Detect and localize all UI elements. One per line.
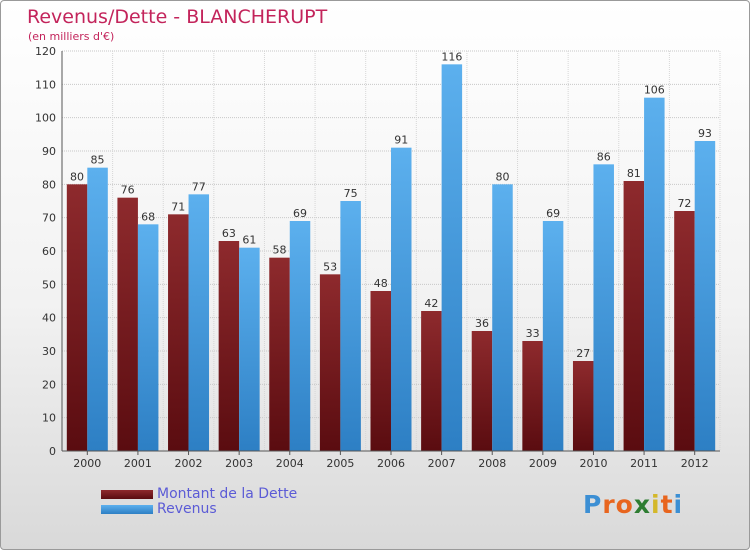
bar-revenue [289, 221, 311, 451]
y-tick-label: 110 [35, 78, 56, 91]
data-label-revenue: 85 [91, 154, 105, 167]
data-label-revenue: 68 [141, 210, 155, 223]
bar-revenue [391, 147, 412, 451]
data-label-debt: 36 [475, 317, 489, 330]
bar-debt [269, 257, 290, 451]
x-tick-label: 2007 [428, 457, 456, 470]
x-tick-label: 2008 [478, 457, 506, 470]
data-label-revenue: 69 [293, 207, 307, 220]
bar-revenue [137, 224, 159, 451]
x-tick-label: 2001 [124, 457, 152, 470]
data-label-revenue: 77 [192, 180, 206, 193]
y-tick-label: 10 [42, 412, 56, 425]
legend-label-debt: Montant de la Dette [157, 486, 298, 502]
y-tick-label: 0 [49, 445, 56, 458]
logo-letter: x [633, 490, 651, 519]
legend-swatch-revenue [101, 505, 153, 514]
logo-letter: P [583, 490, 603, 519]
x-tick-label: 2012 [681, 457, 709, 470]
x-tick-label: 2010 [579, 457, 607, 470]
data-label-revenue: 75 [344, 187, 358, 200]
data-label-revenue: 69 [546, 207, 560, 220]
y-tick-label: 50 [42, 278, 56, 291]
chart-subtitle: (en milliers d'€) [28, 30, 115, 43]
data-label-debt: 48 [374, 277, 388, 290]
y-tick-label: 20 [42, 378, 56, 391]
x-tick-label: 2005 [326, 457, 354, 470]
proxiti-logo: Proxiti [583, 490, 683, 519]
data-label-revenue: 116 [441, 50, 462, 63]
y-tick-label: 80 [42, 178, 56, 191]
bar-debt [471, 331, 493, 451]
legend-swatch-debt [101, 490, 153, 499]
data-label-debt: 53 [323, 260, 337, 273]
data-label-debt: 81 [627, 167, 641, 180]
bar-debt [623, 181, 645, 451]
data-label-revenue: 80 [495, 170, 509, 183]
bar-debt [117, 197, 138, 451]
logo-letter: i [673, 490, 684, 519]
bar-debt [168, 214, 189, 451]
y-tick-label: 40 [42, 312, 56, 325]
y-tick-label: 30 [42, 345, 56, 358]
data-label-revenue: 93 [698, 127, 712, 140]
bar-debt [319, 274, 341, 451]
bar-debt [421, 311, 442, 451]
bar-revenue [644, 97, 665, 452]
bar-revenue [239, 247, 260, 451]
bar-debt [370, 291, 391, 451]
x-tick-label: 2006 [377, 457, 405, 470]
data-label-debt: 58 [273, 244, 287, 257]
data-label-debt: 71 [171, 200, 185, 213]
x-tick-label: 2000 [73, 457, 101, 470]
y-tick-label: 90 [42, 145, 56, 158]
bar-revenue [542, 221, 564, 451]
data-label-debt: 42 [424, 297, 438, 310]
data-label-revenue: 106 [644, 84, 665, 97]
bar-debt [674, 211, 695, 451]
legend-label-revenue: Revenus [157, 501, 217, 517]
data-label-revenue: 61 [242, 234, 256, 247]
bar-revenue [87, 167, 108, 451]
data-label-revenue: 86 [597, 150, 611, 163]
data-label-debt: 33 [526, 327, 540, 340]
chart-title: Revenus/Dette - BLANCHERUPT [27, 6, 328, 28]
x-tick-label: 2004 [276, 457, 304, 470]
data-label-debt: 80 [70, 170, 84, 183]
x-tick-label: 2003 [225, 457, 253, 470]
y-tick-label: 60 [42, 245, 56, 258]
bar-debt [572, 361, 594, 451]
data-label-revenue: 91 [394, 134, 408, 147]
bar-debt [66, 184, 88, 452]
bar-revenue [340, 201, 361, 451]
logo-letter: i [651, 490, 661, 519]
logo-letter: t [660, 490, 674, 519]
bar-revenue [593, 164, 614, 452]
bar-debt [522, 341, 543, 451]
y-tick-label: 120 [35, 45, 56, 58]
data-label-debt: 27 [576, 347, 590, 360]
y-tick-label: 100 [35, 112, 56, 125]
logo-letter: r [602, 490, 616, 519]
bar-debt [218, 241, 240, 451]
x-tick-label: 2009 [529, 457, 557, 470]
x-tick-label: 2002 [175, 457, 203, 470]
logo-letter: o [615, 490, 634, 519]
bar-revenue [188, 194, 210, 452]
bar-revenue [441, 64, 463, 452]
y-tick-label: 70 [42, 212, 56, 225]
x-tick-label: 2011 [630, 457, 658, 470]
bar-revenue [492, 184, 513, 452]
bar-revenue [694, 141, 716, 451]
data-label-debt: 76 [121, 184, 135, 197]
data-label-debt: 63 [222, 227, 236, 240]
data-label-debt: 72 [677, 197, 691, 210]
